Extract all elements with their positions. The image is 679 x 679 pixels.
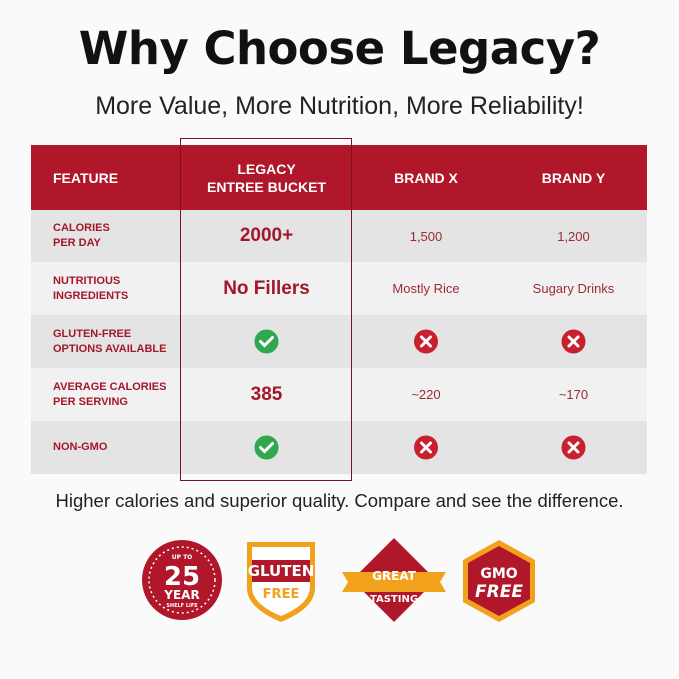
feature-text: AVERAGE CALORIES <box>53 380 167 393</box>
feature-cell: CALORIES PER DAY <box>31 210 181 262</box>
badge: UP TO 25 YEAR SHELF LIFE <box>142 540 222 620</box>
highlight-frame <box>180 138 352 481</box>
badge-text: TASTING <box>370 594 418 605</box>
badge-text: FREE <box>263 587 300 602</box>
badge: GLUTEN FREE <box>247 542 315 622</box>
feature-cell: GLUTEN-FREE OPTIONS AVAILABLE <box>31 315 181 368</box>
badge-text: GREAT <box>372 569 417 583</box>
cross-icon <box>561 329 586 354</box>
feature-text: NUTRITIOUS <box>53 274 121 287</box>
badge-text: FREE <box>475 582 523 602</box>
header-text: ENTREE BUCKET <box>206 178 326 195</box>
row-bg <box>31 368 647 421</box>
badge-text: GLUTEN <box>248 562 315 580</box>
feature-text: CALORIES <box>53 222 110 234</box>
value-cell: Mostly Rice <box>392 281 460 296</box>
feature-cell: NON-GMO <box>31 421 181 474</box>
feature-text: GLUTEN-FREE <box>53 327 132 340</box>
badge-text: GMO <box>480 566 517 582</box>
feature-cell: AVERAGE CALORIES PER SERVING <box>31 368 181 421</box>
value-cell: No Fillers <box>223 277 310 299</box>
badge: GREAT TASTING <box>342 538 446 622</box>
feature-text: INGREDIENTS <box>53 289 129 302</box>
check-icon <box>254 435 279 460</box>
cross-icon <box>414 435 438 460</box>
row-bg <box>31 421 647 474</box>
cross-icon <box>414 329 438 354</box>
row-bg <box>31 210 647 262</box>
badge-text: 25 <box>164 562 200 592</box>
feature-text: PER DAY <box>53 237 101 249</box>
badge: GMO FREE <box>463 540 535 622</box>
check-icon <box>254 329 279 354</box>
title: Why Choose Legacy? <box>78 22 601 75</box>
header-text: FEATURE <box>53 169 119 186</box>
badges: UP TO 25 YEAR SHELF LIFE GLUTEN FREE GRE… <box>142 538 535 622</box>
row-bg <box>31 262 647 315</box>
badge-text: SHELF LIFE <box>166 603 198 609</box>
feature-cell: NUTRITIOUS INGREDIENTS <box>31 262 181 315</box>
badge-text: UP TO <box>172 554 193 561</box>
feature-text: NON-GMO <box>53 441 108 453</box>
header-cell: BRAND X <box>352 145 500 210</box>
value-cell: 2000+ <box>239 225 294 246</box>
value-cell: 385 <box>250 383 283 405</box>
header-text: BRAND X <box>394 169 458 186</box>
header-cell: LEGACY ENTREE BUCKET <box>181 145 352 210</box>
header-text: BRAND Y <box>541 169 606 186</box>
header-cell: FEATURE <box>31 145 181 210</box>
value-cell: 1,200 <box>557 228 590 244</box>
badge-text: YEAR <box>163 588 199 602</box>
row-bg <box>31 315 647 368</box>
value-cell: 1,500 <box>409 228 443 244</box>
value-cell: ~170 <box>558 387 589 402</box>
feature-text: OPTIONS AVAILABLE <box>53 342 167 355</box>
header-text: LEGACY <box>237 160 296 177</box>
value-cell: ~220 <box>411 387 441 402</box>
footer: Higher calories and superior quality. Co… <box>55 490 624 511</box>
subtitle: More Value, More Nutrition, More Reliabi… <box>95 92 584 120</box>
header-cell: BRAND Y <box>500 145 647 210</box>
cross-icon <box>561 435 586 460</box>
feature-text: PER SERVING <box>53 395 128 408</box>
value-cell: Sugary Drinks <box>532 281 615 296</box>
